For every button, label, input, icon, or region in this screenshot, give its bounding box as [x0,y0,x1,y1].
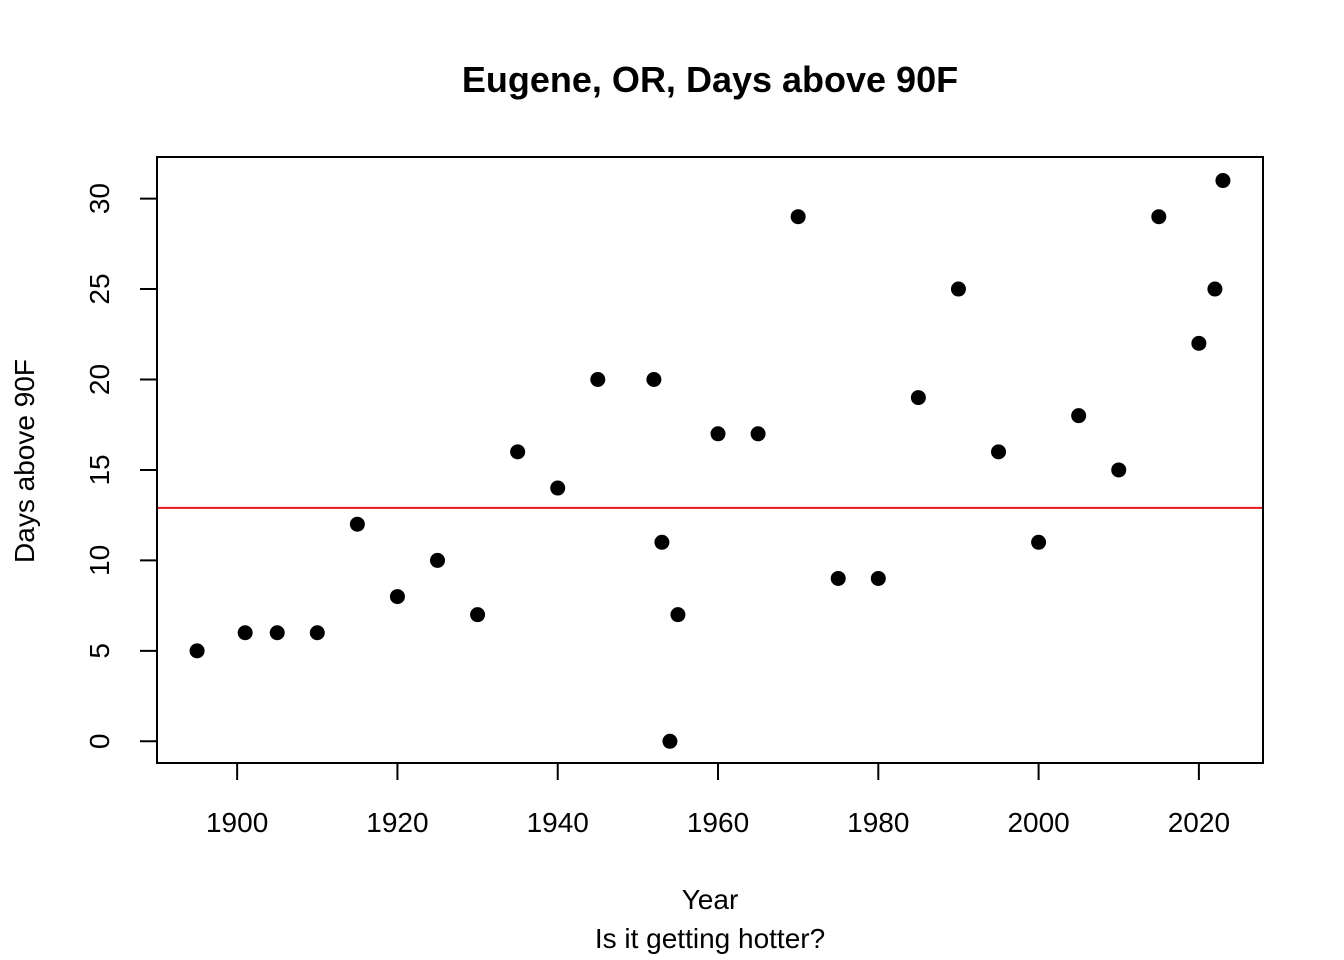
data-points [189,173,1231,749]
data-point [790,209,806,225]
y-tick-label: 25 [84,273,115,304]
x-tick-label: 1920 [366,807,428,838]
data-point [1191,335,1207,351]
data-point [830,570,846,586]
data-point [1215,173,1231,189]
data-point [991,444,1007,460]
data-point [349,516,365,532]
data-point [1031,534,1047,550]
data-point [510,444,526,460]
x-tick-label: 2000 [1007,807,1069,838]
y-axis-label: Days above 90F [9,359,40,563]
data-point [670,607,686,623]
x-axis-label: Year [682,884,739,915]
x-tick-label: 1940 [527,807,589,838]
data-point [910,390,926,406]
data-point [870,570,886,586]
y-tick-label: 20 [84,364,115,395]
data-point [590,372,606,388]
data-point [1207,281,1223,297]
data-point [470,607,486,623]
data-point [1151,209,1167,225]
data-point [646,372,662,388]
data-point [389,589,405,605]
data-point [269,625,285,641]
x-tick-label: 2020 [1168,807,1230,838]
data-point [950,281,966,297]
x-axis: 1900 1920 1940 1960 1980 2000 2020 [206,762,1230,838]
data-point [550,480,566,496]
data-point [654,534,670,550]
data-point [430,552,446,568]
data-point [189,643,205,659]
data-point [1111,462,1127,478]
y-tick-label: 10 [84,545,115,576]
data-point [662,733,678,749]
data-point [309,625,325,641]
x-tick-label: 1960 [687,807,749,838]
data-point [710,426,726,442]
data-point [237,625,253,641]
data-point [1071,408,1087,424]
y-axis: 0 5 10 15 20 25 30 [84,183,158,750]
y-tick-label: 15 [84,454,115,485]
data-point [750,426,766,442]
x-tick-label: 1980 [847,807,909,838]
plot-frame [156,156,1264,764]
y-tick-label: 0 [84,734,115,750]
y-tick-label: 5 [84,643,115,659]
y-tick-label: 30 [84,183,115,214]
chart-subtitle: Is it getting hotter? [595,923,825,954]
chart-title: Eugene, OR, Days above 90F [462,59,958,100]
x-tick-label: 1900 [206,807,268,838]
